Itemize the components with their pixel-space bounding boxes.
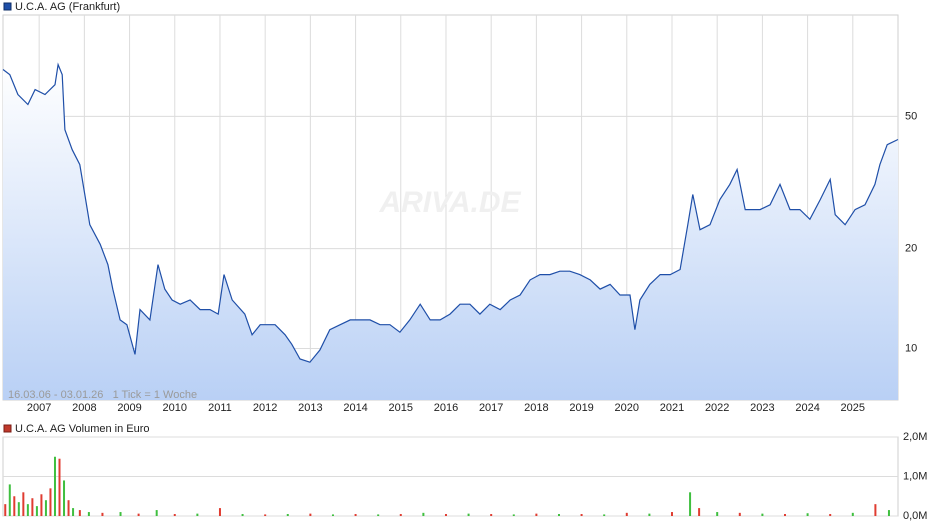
legend-label: U.C.A. AG Volumen in Euro	[15, 423, 150, 435]
volume-bar	[35, 506, 38, 516]
x-tick-label: 2013	[298, 402, 322, 414]
volume-bar	[887, 510, 890, 516]
volume-bar	[783, 514, 786, 516]
y-tick-label: 20	[905, 242, 917, 254]
x-tick-label: 2025	[841, 402, 865, 414]
volume-bar	[137, 513, 140, 516]
volume-bar	[63, 480, 66, 516]
annotation: 16.03.06 - 03.01.26 1 Tick = 1 Woche	[8, 389, 197, 401]
volume-bar	[512, 514, 515, 516]
volume-bar	[331, 514, 334, 516]
volume-bar	[698, 508, 701, 516]
volume-bar	[101, 512, 104, 516]
volume-bar	[40, 494, 43, 516]
volume-bar	[31, 498, 34, 516]
volume-bar	[354, 514, 357, 516]
price-area	[3, 64, 898, 400]
x-tick-label: 2020	[615, 402, 639, 414]
x-tick-label: 2011	[208, 402, 232, 414]
volume-bar	[241, 514, 244, 516]
price-line	[2, 62, 899, 363]
x-tick-label: 2018	[524, 402, 548, 414]
volume-bar	[44, 500, 47, 516]
volume-bar	[851, 512, 854, 516]
x-tick-label: 2019	[569, 402, 593, 414]
y-tick-label: 10	[905, 342, 917, 354]
x-tick-label: 2007	[27, 402, 51, 414]
volume-bar	[399, 514, 402, 516]
volume-bar	[738, 512, 741, 516]
x-tick-label: 2008	[72, 402, 96, 414]
volume-bar	[173, 514, 176, 516]
volume-bar	[603, 514, 606, 516]
x-tick-label: 2016	[434, 402, 458, 414]
watermark: ARIVA.DE	[378, 186, 521, 219]
volume-bar	[490, 514, 493, 516]
x-tick-label: 2017	[479, 402, 503, 414]
volume-bar	[218, 508, 221, 516]
volume-bar	[689, 492, 692, 516]
volume-bar	[264, 514, 267, 516]
legend-swatch	[3, 424, 12, 433]
x-tick-label: 2010	[163, 402, 187, 414]
y-tick-label: 2,0M	[903, 431, 927, 443]
volume-bar	[874, 504, 877, 516]
volume-bar	[78, 510, 81, 516]
volume-bar	[72, 508, 75, 516]
volume-bar	[155, 510, 158, 516]
volume-bar	[422, 512, 425, 516]
y-tick-label: 50	[905, 110, 917, 122]
volume-bar	[670, 512, 673, 516]
volume-bar	[49, 488, 52, 516]
volume-bar	[580, 514, 583, 516]
x-tick-label: 2024	[795, 402, 819, 414]
legend-label: U.C.A. AG (Frankfurt)	[15, 1, 120, 13]
y-tick-label: 1,0M	[903, 470, 927, 482]
volume-bar	[625, 512, 628, 516]
volume-bar	[648, 513, 651, 516]
volume-bar	[716, 512, 719, 516]
volume-bar	[309, 513, 312, 516]
volume-bar	[761, 513, 764, 516]
y-tick-label: 0,0M	[903, 510, 927, 522]
volume-bar	[557, 514, 560, 516]
volume-bar	[829, 514, 832, 516]
volume-bar	[806, 513, 809, 516]
volume-bar	[58, 458, 61, 516]
volume-bar	[196, 513, 199, 516]
x-tick-label: 2023	[750, 402, 774, 414]
volume-bar	[286, 514, 289, 516]
x-tick-label: 2015	[389, 402, 413, 414]
volume-bar	[87, 512, 90, 516]
volume-bar	[67, 500, 70, 516]
legend-swatch	[3, 2, 12, 11]
volume-bar	[535, 513, 538, 516]
x-tick-label: 2021	[660, 402, 684, 414]
volume-bar	[22, 492, 25, 516]
volume-bar	[444, 514, 447, 516]
volume-bar	[8, 484, 11, 516]
volume-bar	[13, 496, 16, 516]
volume-bar	[119, 512, 122, 516]
x-tick-label: 2012	[253, 402, 277, 414]
volume-bar	[377, 514, 380, 516]
volume-bar	[4, 504, 7, 516]
x-tick-label: 2014	[343, 402, 367, 414]
volume-bar	[26, 504, 29, 516]
x-tick-label: 2022	[705, 402, 729, 414]
x-tick-label: 2009	[117, 402, 141, 414]
volume-bar	[53, 456, 56, 516]
volume-bar	[17, 502, 20, 516]
volume-bar	[467, 513, 470, 516]
